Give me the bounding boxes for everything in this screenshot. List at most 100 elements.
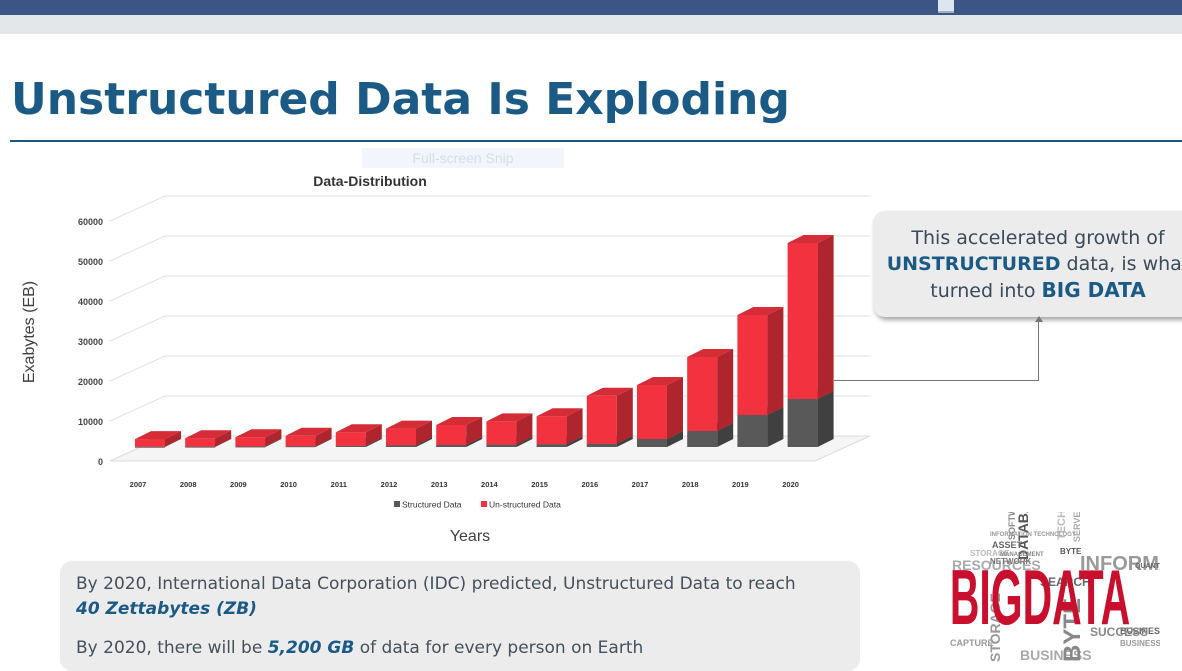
y-tick-label: 30000 xyxy=(78,337,103,347)
x-tick-label: 2019 xyxy=(732,480,749,489)
bar-side xyxy=(667,431,683,447)
x-axis: 2007 2008 2009 2010 2011 2012 2013 2014 2015 2016… xyxy=(130,480,799,489)
callout-leader-vertical xyxy=(1038,319,1039,380)
bar-top xyxy=(285,427,332,436)
bar-side xyxy=(315,438,332,447)
x-axis-title: Years xyxy=(450,528,490,545)
x-tick-label: 2008 xyxy=(180,480,197,489)
bar-side xyxy=(566,436,583,447)
word-cloud-word: QUANTITY xyxy=(1135,563,1160,570)
word-cloud-word: CAPTURE xyxy=(950,638,994,648)
bar-side xyxy=(265,438,282,447)
note-2-suffix: of data for every person on Earth xyxy=(354,638,644,658)
bar-un-structured-data-2010 xyxy=(285,435,316,447)
y-tick-label: 10000 xyxy=(78,417,103,427)
full-screen-snip-overlay: Full-screen Snip xyxy=(362,148,564,168)
bar-un-structured-data-2020 xyxy=(787,243,818,399)
x-tick-label: 2016 xyxy=(581,480,598,489)
y-tick-label: 0 xyxy=(98,457,103,467)
bar-structured-data-2020 xyxy=(787,399,818,447)
sub-banner xyxy=(0,15,1182,34)
bar-side xyxy=(566,408,583,445)
y-tick-label: 50000 xyxy=(78,257,103,267)
bar-top xyxy=(335,424,382,433)
x-tick-label: 2011 xyxy=(331,480,347,489)
word-cloud-word: SUCCESS xyxy=(1090,625,1148,639)
bar-top xyxy=(536,408,583,417)
word-cloud-word: SERVER xyxy=(1072,512,1082,542)
word-cloud-word: TECHNOLOGY xyxy=(1056,512,1068,540)
bar-side xyxy=(315,427,332,447)
word-cloud-word: BUSINESS xyxy=(1120,639,1160,648)
bar-side xyxy=(215,438,232,447)
bar-side xyxy=(365,437,382,447)
bar-top xyxy=(737,307,784,315)
bar-un-structured-data-2016 xyxy=(586,395,617,444)
bar-structured-data-2017 xyxy=(637,439,667,447)
x-tick-label: 2013 xyxy=(431,480,448,489)
callout-big-data: BIG DATA xyxy=(1041,278,1146,302)
x-tick-label: 2018 xyxy=(682,480,699,489)
word-cloud-word: SEARCH xyxy=(1040,575,1091,589)
big-data-callout: This accelerated growth of UNSTRUCTURED … xyxy=(873,211,1182,317)
bar-side xyxy=(416,437,432,447)
bar-top xyxy=(436,417,483,425)
note-paragraph-1: By 2020, International Data Corporation … xyxy=(76,572,856,622)
chart-title: Data-Distribution xyxy=(313,173,427,189)
bar-side xyxy=(767,307,784,415)
callout-line-3: turned into xyxy=(930,280,1042,302)
bar-un-structured-data-2012 xyxy=(386,428,416,446)
bar-structured-data-2013 xyxy=(436,445,467,447)
chart-legend: Structured Data Un-structured Data xyxy=(394,500,561,510)
grid-diagonal xyxy=(109,275,166,302)
word-cloud-word: BYTE xyxy=(1060,547,1082,556)
x-tick-label: 2012 xyxy=(381,480,398,489)
bar-side xyxy=(667,377,683,439)
bar-structured-data-2015 xyxy=(536,444,567,447)
data-distribution-chart: Data-Distribution 0 10000 20000 30000 40000 5… xyxy=(21,173,871,545)
y-axis: 0 10000 20000 30000 40000 50000 60000 xyxy=(78,217,103,467)
word-cloud-word: ASSET xyxy=(992,540,1023,550)
note-2-prefix: By 2020, there will be xyxy=(76,638,268,658)
page-title: Unstructured Data Is Exploding xyxy=(11,74,790,125)
word-cloud-word: INFORMATION TECHNOLOGY xyxy=(990,532,1076,538)
bar-top xyxy=(235,429,282,438)
grid-diagonal xyxy=(109,395,166,422)
word-cloud-word: BUSINESS xyxy=(1120,626,1160,636)
note-1-text: By 2020, International Data Corporation … xyxy=(76,574,796,594)
note-paragraph-2: By 2020, there will be 5,200 GB of data … xyxy=(76,638,643,658)
bar-side xyxy=(616,435,633,447)
window-icon[interactable] xyxy=(938,0,954,13)
x-tick-label: 2010 xyxy=(280,480,297,489)
legend-label: Structured Data xyxy=(402,500,462,510)
callout-line-2: data, is what xyxy=(1060,253,1182,275)
bar-side xyxy=(817,391,834,447)
word-cloud-words: DATABASE INFORMATION RESOURCES SEARCH STORAG… xyxy=(950,512,1160,663)
bar-structured-data-2019 xyxy=(737,415,768,447)
bar-side xyxy=(265,429,282,447)
bar-structured-data-2010 xyxy=(285,446,316,448)
grid-diagonal xyxy=(109,235,166,262)
bar-top xyxy=(687,349,734,357)
idc-prediction-note: By 2020, International Data Corporation … xyxy=(60,561,860,671)
y-tick-label: 20000 xyxy=(78,377,103,387)
grid-diagonal xyxy=(109,195,166,222)
bar-structured-data-2016 xyxy=(586,443,617,447)
bar-top xyxy=(135,431,181,440)
word-cloud-word: STORAGE xyxy=(970,549,1010,558)
y-axis-title: Exabytes (EB) xyxy=(21,281,38,383)
bar-side xyxy=(817,235,834,399)
bar-top xyxy=(386,420,432,429)
bar-side xyxy=(215,430,232,447)
legend-swatch xyxy=(394,501,400,507)
word-cloud-word: NETWORK xyxy=(990,557,1032,566)
note-1-highlight: 40 Zettabytes (ZB) xyxy=(76,599,257,619)
bar-side xyxy=(466,417,483,445)
grid-diagonal xyxy=(109,315,166,342)
bar-side xyxy=(466,437,483,447)
bar-top xyxy=(185,430,232,439)
x-tick-label: 2015 xyxy=(531,480,548,489)
bar-side xyxy=(365,424,382,446)
bar-top xyxy=(787,235,834,243)
bar-un-structured-data-2013 xyxy=(436,425,467,445)
